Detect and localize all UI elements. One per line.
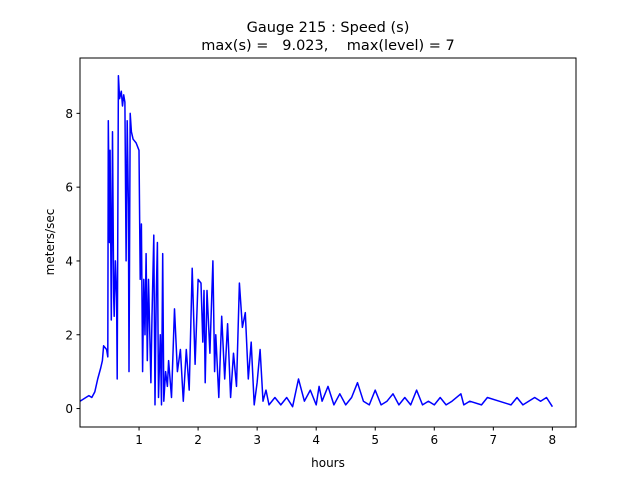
y-axis-label: meters/sec	[43, 209, 57, 276]
chart-title-line2: max(s) = 9.023, max(level) = 7	[201, 38, 455, 54]
y-tick-label: 2	[65, 328, 73, 342]
y-tick-label: 0	[65, 402, 73, 416]
x-tick-label: 8	[549, 433, 557, 447]
x-tick-label: 2	[194, 433, 202, 447]
x-tick-label: 1	[135, 433, 143, 447]
x-axis: 1 2 3 4 5 6 7 8	[135, 427, 556, 447]
y-tick-label: 6	[65, 181, 73, 195]
x-tick-label: 3	[253, 433, 261, 447]
x-tick-label: 7	[490, 433, 498, 447]
axes-frame	[79, 57, 577, 428]
plot-area	[79, 74, 554, 408]
x-tick-label: 4	[312, 433, 320, 447]
chart-title-line1: Gauge 215 : Speed (s)	[247, 20, 410, 36]
x-tick-label: 5	[371, 433, 379, 447]
y-tick-label: 8	[65, 107, 73, 121]
series-line-speed	[79, 74, 554, 408]
y-tick-label: 4	[65, 254, 73, 268]
x-axis-label: hours	[311, 456, 345, 470]
y-axis: 0 2 4 6 8	[65, 107, 80, 416]
x-tick-label: 6	[430, 433, 438, 447]
